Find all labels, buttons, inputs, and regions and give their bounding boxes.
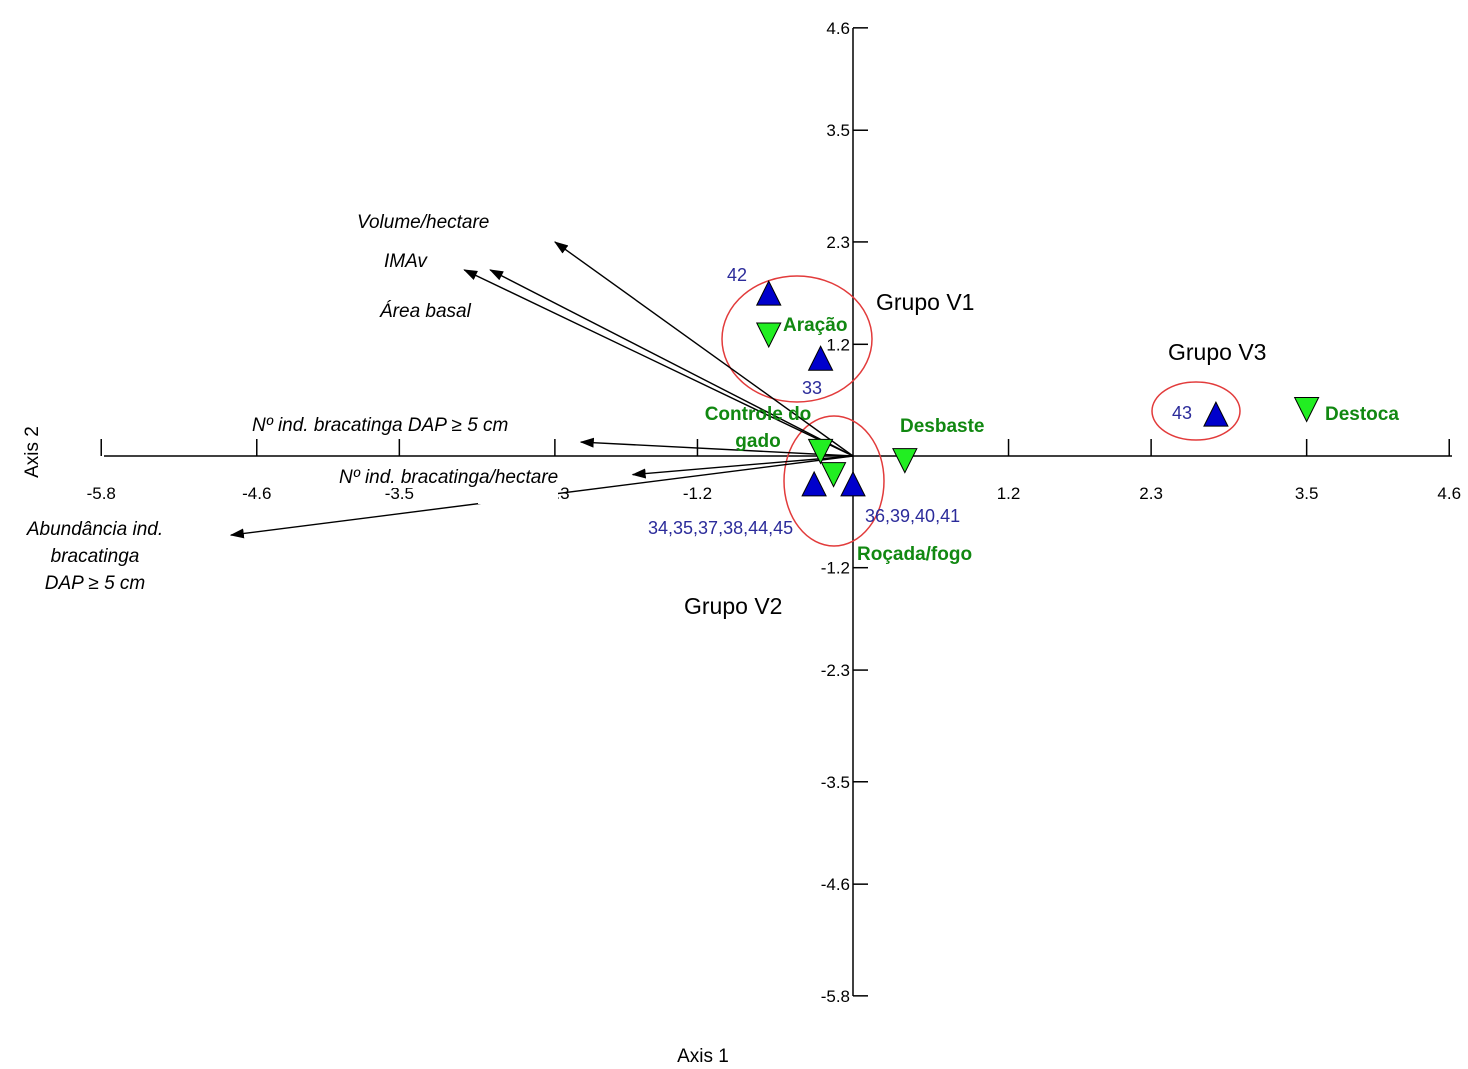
treatment-marker — [755, 322, 782, 349]
vector-label-n-ind-hectare: Nº ind. bracatinga/hectare — [339, 467, 558, 488]
group-v1-circle — [721, 275, 873, 403]
y-tick-label: -2.3 — [821, 661, 850, 680]
x-tick-label: -5.8 — [87, 484, 116, 503]
data-markers — [755, 279, 1320, 497]
sample-marker — [840, 470, 866, 497]
y-tick-label: 4.6 — [826, 19, 850, 38]
sample-marker — [801, 470, 827, 497]
treatment-label-controle-do-gado: Controle do gado — [705, 404, 812, 452]
treatment-label-aracao: Aração — [783, 315, 847, 336]
vector-arrow — [463, 269, 854, 457]
sample-label-43: 43 — [1172, 403, 1192, 423]
y-tick-label: -1.2 — [821, 559, 850, 578]
treatment-marker — [807, 438, 834, 465]
treatment-marker — [820, 462, 847, 488]
vector-label-abundancia: Abundância ind. bracatinga DAP ≥ 5 cm — [26, 519, 163, 594]
x-tick-label: -1.2 — [683, 484, 712, 503]
group-label-v1: Grupo V1 — [876, 289, 974, 315]
x-tick-label: 3.5 — [1295, 484, 1319, 503]
y-tick-label: -5.8 — [821, 987, 850, 1006]
label-mask — [478, 484, 558, 504]
sample-label-36-41: 36,39,40,41 — [865, 506, 960, 526]
sample-label-33: 33 — [802, 378, 822, 398]
group-label-v3: Grupo V3 — [1168, 339, 1266, 365]
x-tick-label: 1.2 — [997, 484, 1021, 503]
x-axis-title: Axis 1 — [677, 1046, 729, 1067]
treatment-marker — [892, 448, 918, 474]
group-v2-circle — [783, 415, 885, 547]
y-tick-label: -4.6 — [821, 875, 850, 894]
vector-label-imav: IMAv — [384, 251, 428, 272]
vector-arrow — [554, 241, 854, 457]
treatment-label-rocada-fogo: Roçada/fogo — [857, 544, 972, 565]
sample-marker — [807, 345, 834, 371]
sample-marker — [1203, 400, 1229, 427]
y-tick-label: 3.5 — [826, 121, 850, 140]
y-tick-label: 1.2 — [826, 335, 850, 354]
vector-arrow — [489, 269, 854, 457]
y-axis-ticks: 4.6 3.5 2.3 1.2 -1.2 -2.3 -3.5 -4.6 -5.8 — [821, 19, 868, 1006]
y-tick-label: 2.3 — [826, 233, 850, 252]
sample-label-34-45: 34,35,37,38,44,45 — [648, 518, 793, 538]
sample-label-42: 42 — [727, 265, 747, 285]
y-axis-title: Axis 2 — [22, 426, 43, 478]
x-tick-label: 2.3 — [1139, 484, 1163, 503]
vector-arrow — [631, 455, 854, 479]
vector-label-volume-hectare: Volume/hectare — [357, 212, 489, 233]
treatment-marker — [1293, 396, 1320, 423]
group-v3-circle — [1151, 381, 1241, 441]
group-label-v2: Grupo V2 — [684, 593, 782, 619]
x-tick-label: 4.6 — [1437, 484, 1461, 503]
x-tick-label: -3.5 — [385, 484, 414, 503]
sample-marker — [755, 279, 782, 306]
vector-label-n-ind-dap: Nº ind. bracatinga DAP ≥ 5 cm — [252, 415, 508, 436]
vector-label-area-basal: Área basal — [379, 301, 472, 322]
label-mask — [315, 466, 475, 488]
y-tick-label: -3.5 — [821, 773, 850, 792]
x-tick-label: -4.6 — [242, 484, 271, 503]
treatment-label-destoca: Destoca — [1325, 404, 1399, 425]
vector-arrow — [579, 437, 854, 457]
treatment-label-desbaste: Desbaste — [900, 416, 985, 437]
